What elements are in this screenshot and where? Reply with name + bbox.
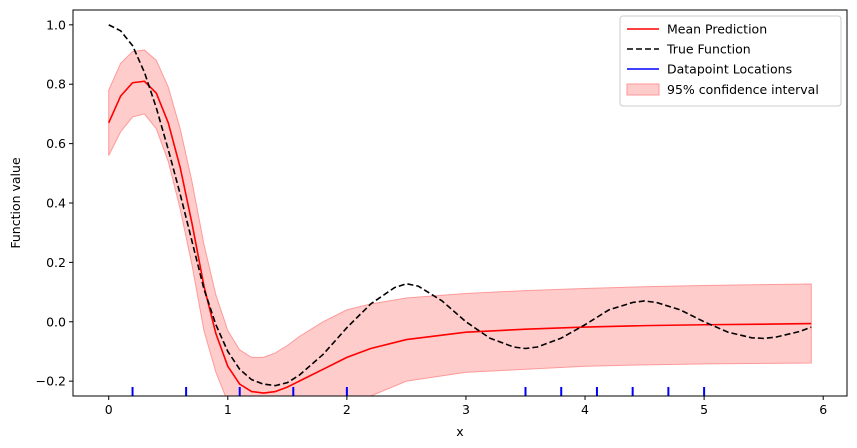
y-tick-label: 0.4 (46, 196, 66, 211)
legend-label-confidence-interval: 95% confidence interval (667, 82, 819, 97)
true-function-line (108, 24, 812, 387)
x-axis: 0 1 2 3 4 5 6 (105, 396, 827, 417)
x-tick-label: 6 (819, 402, 827, 417)
x-tick-label: 1 (224, 402, 232, 417)
confidence-band (108, 49, 812, 396)
y-tick-label: 0.2 (46, 255, 66, 270)
legend: Mean Prediction True Function Datapoint … (619, 15, 842, 107)
x-tick-label: 3 (462, 402, 470, 417)
mean-prediction-line (107, 80, 812, 394)
y-axis-label: Function value (8, 157, 23, 249)
x-tick-label: 5 (700, 402, 708, 417)
x-tick-label: 4 (581, 402, 589, 417)
legend-label-mean-prediction: Mean Prediction (667, 22, 767, 37)
plot-area (107, 24, 812, 396)
x-axis-label: x (456, 424, 463, 439)
legend-swatch-confidence-interval (626, 83, 660, 96)
legend-label-datapoint-locations: Datapoint Locations (667, 62, 792, 77)
legend-frame (619, 15, 842, 107)
x-tick-label: 2 (343, 402, 351, 417)
y-tick-label: 1.0 (46, 17, 66, 32)
y-tick-label: 0.6 (46, 136, 66, 151)
y-tick-label: −0.2 (36, 374, 66, 389)
legend-label-true-function: True Function (666, 42, 751, 57)
x-tick-label: 0 (105, 402, 113, 417)
y-axis: −0.2 0.0 0.2 0.4 0.6 0.8 1.0 (36, 17, 73, 389)
y-tick-label: 0.0 (46, 314, 66, 329)
y-tick-label: 0.8 (46, 77, 66, 92)
